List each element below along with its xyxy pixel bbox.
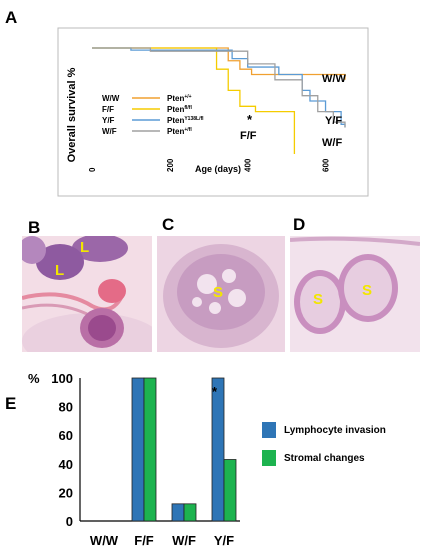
bar-ytick-2: 40 (59, 457, 73, 472)
panel-letter-c: C (162, 215, 175, 234)
legend-code-ff: F/F (102, 105, 114, 114)
survival-significance-star: * (247, 112, 253, 127)
histology-image-c: S (157, 236, 285, 352)
histology-b-drawing (22, 236, 152, 352)
histology-image-b: L L (22, 236, 152, 352)
legend-gene-ww: Pten+/+ (167, 94, 192, 103)
curve-label-ww: W/W (322, 73, 346, 85)
bar-ylabel: % (28, 371, 40, 386)
curve-label-ff: F/F (240, 130, 257, 142)
legend-label-stromal: Stromal changes (284, 453, 365, 464)
bar-ytick-5: 100 (51, 371, 73, 386)
bar-xtick-ff: F/F (134, 533, 154, 548)
label-lymph-1: L (80, 239, 90, 256)
histology-image-d: S S (290, 236, 420, 352)
legend-swatch-stromal (262, 450, 276, 466)
legend-gene-wf: Pten+/fl (167, 127, 192, 136)
panel-letter-d: D (293, 215, 306, 234)
legend-code-ww: W/W (102, 94, 120, 103)
label-stroma-d-1: S (313, 291, 324, 308)
panel-letter-e: E (5, 394, 17, 413)
survival-xtick-3: 600 (322, 158, 331, 172)
bar-ff-stromal (143, 377, 157, 522)
legend-label-lymphocyte: Lymphocyte invasion (284, 425, 386, 436)
bar-ff-lymphocyte (131, 377, 145, 522)
survival-chart: Overall survival % Age (days) 0 200 400 600… (57, 27, 369, 197)
legend-code-yf: Y/F (102, 116, 115, 125)
survival-xlabel: Age (days) (195, 164, 241, 174)
survival-xtick-0: 0 (88, 167, 97, 172)
label-stroma-d-2: S (362, 282, 373, 299)
bar-ytick-3: 60 (59, 428, 73, 443)
histology-d-drawing (290, 236, 420, 352)
legend-gene-ff: Ptenfl/fl (167, 105, 192, 114)
bar-yf-stromal (223, 459, 237, 522)
bar-wf-stromal (183, 503, 197, 522)
label-lymph-2: L (55, 262, 65, 279)
bar-xtick-ww: W/W (90, 533, 119, 548)
survival-ylabel: Overall survival % (66, 67, 78, 162)
bar-significance-star: * (212, 384, 218, 399)
panel-letter-b: B (28, 218, 41, 237)
bar-ytick-4: 80 (59, 400, 73, 415)
curve-label-wf: W/F (322, 137, 342, 149)
curve-label-yf: Y/F (325, 115, 342, 127)
survival-line-wf (92, 47, 346, 128)
bar-ytick-0: 0 (66, 514, 73, 529)
panel-letter-a: A (5, 8, 18, 27)
survival-line-yf (92, 47, 346, 128)
survival-line-ff (92, 47, 296, 154)
survival-xtick-1: 200 (166, 158, 175, 172)
legend-gene-yf: PtenY138L/fl (167, 116, 204, 125)
histology-c-drawing (157, 236, 285, 352)
bar-xtick-yf: Y/F (214, 533, 234, 548)
label-stroma-c: S (213, 284, 224, 301)
bar-xtick-wf: W/F (172, 533, 196, 548)
legend-swatch-lymphocyte (262, 422, 276, 438)
bar-wf-lymphocyte (171, 503, 185, 522)
bar-ytick-1: 20 (59, 485, 73, 500)
survival-frame (57, 27, 369, 197)
bar-yf-lymphocyte (211, 377, 225, 522)
legend-code-wf: W/F (102, 127, 117, 136)
survival-xtick-2: 400 (244, 158, 253, 172)
